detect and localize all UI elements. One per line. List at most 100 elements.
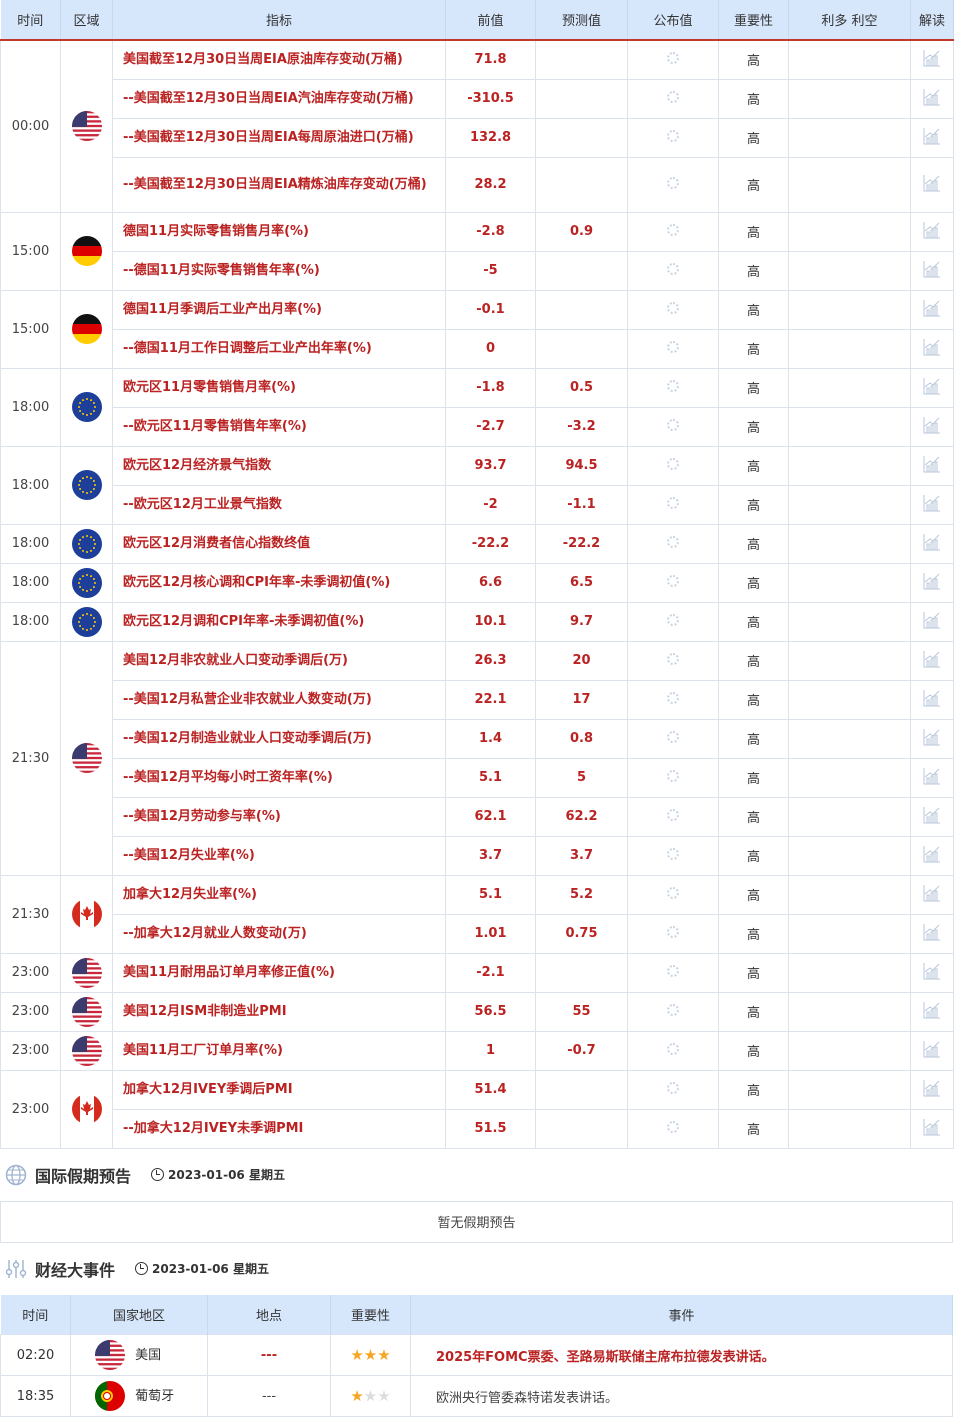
- indicator-name[interactable]: 加拿大12月失业率(%): [113, 875, 446, 914]
- indicator-name[interactable]: 欧元区12月消费者信心指数终值: [113, 524, 446, 563]
- indicator-name[interactable]: 美国截至12月30日当周EIA原油库存变动(万桶): [113, 40, 446, 79]
- indicator-name[interactable]: --美国12月劳动参与率(%): [113, 797, 446, 836]
- chart-analysis-icon[interactable]: [922, 541, 942, 556]
- chart-analysis-icon[interactable]: [922, 853, 942, 868]
- previous-value: 5.1: [446, 758, 536, 797]
- chart-analysis-icon[interactable]: [922, 135, 942, 150]
- chart-analysis-icon[interactable]: [922, 775, 942, 790]
- event-description[interactable]: 2025年FOMC票委、圣路易斯联储主席布拉德发表讲话。: [411, 1335, 953, 1376]
- chart-analysis-icon[interactable]: [922, 424, 942, 439]
- loading-icon: [667, 809, 679, 821]
- indicator-name[interactable]: --美国截至12月30日当周EIA精炼油库存变动(万桶): [113, 157, 446, 212]
- chart-analysis-icon[interactable]: [922, 892, 942, 907]
- indicator-name[interactable]: --美国12月失业率(%): [113, 836, 446, 875]
- indicator-name[interactable]: --美国12月制造业就业人口变动季调后(万): [113, 719, 446, 758]
- column-header: 利多 利空: [789, 0, 911, 40]
- chart-analysis-icon[interactable]: [922, 57, 942, 72]
- indicator-name[interactable]: 美国12月非农就业人口变动季调后(万): [113, 641, 446, 680]
- indicator-name[interactable]: 加拿大12月IVEY季调后PMI: [113, 1070, 446, 1109]
- indicator-name[interactable]: 德国11月实际零售销售月率(%): [113, 212, 446, 251]
- previous-value: 10.1: [446, 602, 536, 641]
- indicator-name[interactable]: --美国12月私营企业非农就业人数变动(万): [113, 680, 446, 719]
- chart-analysis-icon[interactable]: [922, 619, 942, 634]
- chart-analysis-icon[interactable]: [922, 96, 942, 111]
- indicator-name[interactable]: 德国11月季调后工业产出月率(%): [113, 290, 446, 329]
- chart-analysis-icon[interactable]: [922, 970, 942, 985]
- chart-analysis-icon[interactable]: [922, 1126, 942, 1141]
- chart-analysis-icon[interactable]: [922, 182, 942, 197]
- chart-analysis-icon[interactable]: [922, 346, 942, 361]
- chart-analysis-icon[interactable]: [922, 1009, 942, 1024]
- chart-analysis-icon[interactable]: [922, 580, 942, 595]
- chart-analysis-icon[interactable]: [922, 229, 942, 244]
- chart-analysis-icon[interactable]: [922, 307, 942, 322]
- bull-bear: [789, 212, 911, 251]
- chart-analysis-icon[interactable]: [922, 385, 942, 400]
- loading-icon: [667, 731, 679, 743]
- column-header: 事件: [411, 1295, 953, 1335]
- flag-eu-icon: [72, 568, 102, 598]
- indicator-name[interactable]: --欧元区12月工业景气指数: [113, 485, 446, 524]
- indicator-name[interactable]: 欧元区12月经济景气指数: [113, 446, 446, 485]
- star-icon: ★: [377, 1346, 390, 1364]
- indicator-name[interactable]: --美国12月平均每小时工资年率(%): [113, 758, 446, 797]
- chart-analysis-icon[interactable]: [922, 463, 942, 478]
- forecast-value: 9.7: [536, 602, 628, 641]
- indicator-name[interactable]: 美国11月耐用品订单月率修正值(%): [113, 953, 446, 992]
- chart-analysis-icon[interactable]: [922, 502, 942, 517]
- chart-analysis-icon[interactable]: [922, 658, 942, 673]
- event-row[interactable]: 18:35 葡萄牙---★★★欧洲央行管委森特诺发表讲话。: [1, 1376, 953, 1417]
- chart-analysis-icon[interactable]: [922, 1087, 942, 1102]
- indicator-name[interactable]: 欧元区12月调和CPI年率-未季调初值(%): [113, 602, 446, 641]
- chart-analysis-icon[interactable]: [922, 931, 942, 946]
- chart-analysis-icon[interactable]: [922, 268, 942, 283]
- indicator-name[interactable]: --加拿大12月IVEY未季调PMI: [113, 1109, 446, 1148]
- bull-bear: [789, 407, 911, 446]
- indicator-name[interactable]: --欧元区11月零售销售年率(%): [113, 407, 446, 446]
- chart-analysis-icon[interactable]: [922, 736, 942, 751]
- indicator-name[interactable]: --美国截至12月30日当周EIA汽油库存变动(万桶): [113, 79, 446, 118]
- indicator-name[interactable]: 美国12月ISM非制造业PMI: [113, 992, 446, 1031]
- indicator-name[interactable]: --德国11月工作日调整后工业产出年率(%): [113, 329, 446, 368]
- chart-analysis-icon[interactable]: [922, 697, 942, 712]
- indicator-name[interactable]: --加拿大12月就业人数变动(万): [113, 914, 446, 953]
- indicator-name[interactable]: 美国11月工厂订单月率(%): [113, 1031, 446, 1070]
- flag-ca-icon: [72, 899, 102, 929]
- event-row[interactable]: 02:20 美国---★★★2025年FOMC票委、圣路易斯联储主席布拉德发表讲…: [1, 1335, 953, 1376]
- indicator-name[interactable]: --美国截至12月30日当周EIA每周原油进口(万桶): [113, 118, 446, 157]
- event-description[interactable]: 欧洲央行管委森特诺发表讲话。: [411, 1376, 953, 1417]
- indicator-name[interactable]: --德国11月实际零售销售年率(%): [113, 251, 446, 290]
- indicator-name[interactable]: 欧元区11月零售销售月率(%): [113, 368, 446, 407]
- chart-analysis-icon[interactable]: [922, 1048, 942, 1063]
- chart-analysis-icon[interactable]: [922, 814, 942, 829]
- indicator-name[interactable]: 欧元区12月核心调和CPI年率-未季调初值(%): [113, 563, 446, 602]
